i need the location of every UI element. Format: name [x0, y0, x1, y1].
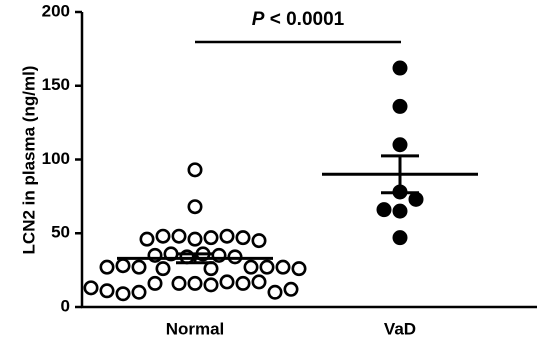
data-point — [251, 233, 267, 249]
annotation: P < 0.0001 — [252, 9, 345, 30]
data-point — [187, 162, 203, 178]
y-tick-label: 100 — [42, 149, 70, 168]
data-point — [187, 231, 203, 247]
data-point — [139, 231, 155, 247]
data-point — [291, 261, 307, 277]
data-point — [187, 199, 203, 215]
data-point — [115, 286, 131, 302]
data-point — [203, 277, 219, 293]
data-point — [243, 259, 259, 275]
data-point — [259, 259, 275, 275]
data-point — [203, 230, 219, 246]
data-point — [155, 261, 171, 277]
data-point — [275, 259, 291, 275]
data-point — [171, 275, 187, 291]
data-point — [131, 284, 147, 300]
data-point — [203, 261, 219, 277]
data-point — [283, 281, 299, 297]
data-point — [408, 191, 424, 207]
data-point — [187, 275, 203, 291]
data-point — [251, 274, 267, 290]
data-point — [376, 202, 392, 218]
annotation-symbol: P — [252, 9, 265, 30]
data-point — [267, 284, 283, 300]
data-point — [115, 258, 131, 274]
data-point — [155, 228, 171, 244]
y-tick-label: 200 — [42, 1, 70, 20]
annotation-text: < 0.0001 — [264, 9, 344, 30]
y-tick-label: 0 — [61, 296, 70, 315]
data-point — [235, 275, 251, 291]
data-point — [147, 275, 163, 291]
data-point — [392, 230, 408, 246]
data-point — [392, 203, 408, 219]
data-point — [171, 228, 187, 244]
y-tick-label: 150 — [42, 75, 70, 94]
y-axis-label: LCN2 in plasma (ng/ml) — [19, 66, 38, 255]
data-point — [392, 60, 408, 76]
data-point — [392, 98, 408, 114]
data-point — [219, 274, 235, 290]
data-point — [99, 259, 115, 275]
x-tick-label: Normal — [166, 319, 225, 338]
data-point — [83, 280, 99, 296]
data-point — [235, 230, 251, 246]
data-point — [131, 259, 147, 275]
x-tick-label: VaD — [384, 319, 416, 338]
y-tick-label: 50 — [51, 223, 70, 242]
data-point — [99, 283, 115, 299]
data-point — [392, 137, 408, 153]
data-point — [219, 228, 235, 244]
